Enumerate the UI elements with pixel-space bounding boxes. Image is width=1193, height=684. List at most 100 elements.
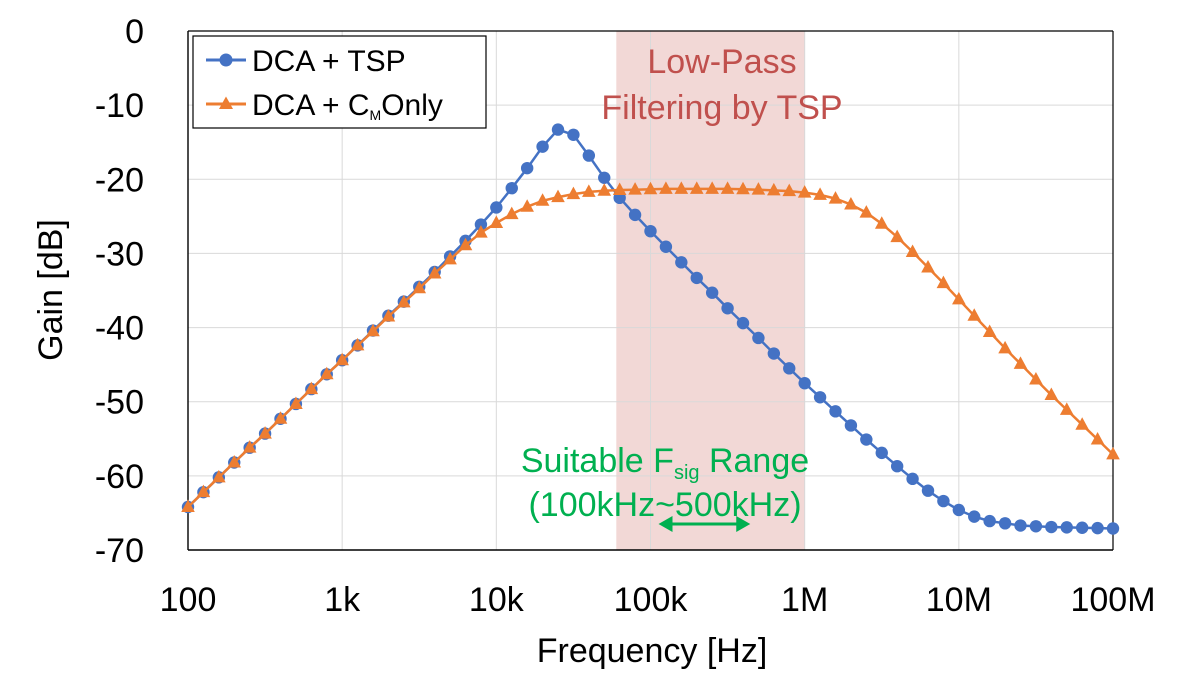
series-0-point-22 [520, 161, 534, 175]
series-1-point-26 [582, 184, 596, 197]
series-0-point-27 [598, 171, 611, 185]
series-1-point-41 [813, 187, 827, 200]
series-0-point-58 [1075, 521, 1089, 534]
series-1-point-33 [689, 181, 704, 194]
series-0-point-56 [1045, 520, 1058, 534]
series-1-point-52 [982, 324, 997, 338]
y-axis-title: Gain [dB] [32, 219, 70, 361]
series-1-point-19 [474, 225, 488, 238]
range-arrow-right-head [736, 516, 751, 533]
series-1-point-14 [397, 294, 411, 308]
range-annotation-subscript: sig [674, 462, 700, 484]
series-1-point-43 [844, 196, 858, 210]
series-1-point-34 [705, 181, 719, 194]
series-0-point-19 [474, 218, 488, 231]
range-annotation-line-1: Suitable Fsig Range [521, 442, 809, 484]
series-0-point-33 [690, 271, 703, 285]
series-1-point-36 [736, 181, 750, 195]
series-1-point-10 [335, 352, 349, 366]
series-1-point-13 [381, 308, 396, 322]
series-0-point-26 [582, 149, 596, 162]
series-0-point-60 [1106, 522, 1120, 535]
series-1-point-55 [1029, 371, 1043, 385]
series-0-point-37 [752, 331, 765, 345]
range-arrow [658, 516, 751, 533]
x-tick-label-4: 1M [781, 581, 828, 619]
series-1-point-47 [905, 244, 920, 257]
series-1-point-32 [674, 181, 689, 194]
series-1-point-8 [304, 381, 319, 395]
series-1-point-9 [319, 366, 334, 380]
y-tick-label-2: -20 [95, 161, 144, 199]
range-annotation-line-2: (100kHz~500kHz) [528, 486, 801, 524]
series-0-point-55 [1029, 520, 1043, 533]
series-1-point-35 [720, 181, 735, 194]
series-0-point-42 [829, 405, 842, 418]
series-0-point-31 [659, 240, 673, 253]
series-0-point-46 [890, 460, 904, 473]
series-0-point-52 [983, 514, 996, 528]
series-1-point-54 [1013, 356, 1028, 369]
series-1-point-11 [350, 337, 365, 351]
series-1-point-51 [967, 308, 982, 321]
y-tick-label-0: 0 [125, 13, 144, 51]
series-1-point-53 [998, 340, 1012, 354]
series-1-point-39 [782, 183, 797, 197]
x-tick-label-0: 100 [160, 581, 217, 619]
series-0-point-23 [536, 140, 549, 153]
x-tick-label-3: 100k [614, 581, 689, 619]
series-1-point-4 [242, 440, 257, 453]
grid-layer [188, 30, 1114, 550]
series-0-point-50 [952, 503, 966, 517]
series-1-point-29 [628, 182, 642, 195]
series-1-point-23 [535, 193, 550, 206]
range-annotation-tail: Range [700, 442, 810, 480]
series-0-point-21 [505, 181, 518, 195]
series-1-point-45 [874, 216, 889, 229]
range-annotation-main: Suitable F [521, 442, 674, 480]
x-tick-label-2: 10k [469, 581, 525, 619]
series-1-point-20 [489, 215, 504, 229]
range-arrow-left-head [658, 516, 673, 533]
series-0-point-35 [721, 302, 734, 315]
series-0-point-53 [998, 517, 1012, 530]
series-1-point-58 [1075, 417, 1089, 430]
series-0-point-20 [490, 201, 503, 214]
legend: DCA + TSP DCA + CMOnly [192, 35, 487, 129]
series-0-point-45 [875, 446, 888, 460]
series-1-point-3 [227, 455, 242, 468]
series-1-point-5 [258, 426, 272, 439]
series-1-point-57 [1059, 402, 1074, 415]
series-0-point-54 [1014, 519, 1027, 532]
series-1-point-60 [1106, 446, 1120, 460]
series-0-point-43 [844, 419, 858, 432]
shaded-region-label-line-1: Low-Pass [647, 43, 796, 81]
series-1-point-31 [659, 181, 673, 194]
y-tick-label-4: -40 [95, 310, 144, 348]
legend-box [192, 35, 487, 129]
y-tick-label-5: -50 [95, 384, 144, 422]
legend-label-dca-cm-main: DCA + C [252, 89, 370, 122]
series-0-point-49 [937, 494, 950, 508]
series-0-point-34 [705, 286, 719, 299]
y-tick-label-6: -60 [95, 458, 144, 496]
series-0-point-39 [783, 362, 796, 375]
series-1-point-48 [921, 260, 935, 273]
series-1-point-18 [458, 237, 473, 251]
series-1-point-12 [366, 323, 380, 337]
series-0-point-59 [1091, 521, 1104, 535]
series-1-point-17 [443, 251, 457, 265]
legend-label-dca-cm-only: DCA + CMOnly [252, 89, 443, 123]
series-1-point-6 [273, 411, 288, 424]
series-0-point-57 [1060, 521, 1073, 534]
series-1-point-7 [289, 396, 303, 409]
axis-layer: 0 -10 -20 -30 -40 -50 -60 -70 100 1k 10k 100k 1M 10M 1… [95, 13, 1156, 619]
series-layer [181, 123, 1120, 535]
series-1-point-50 [952, 291, 966, 305]
series-0-point-47 [906, 472, 919, 486]
series-0-point-48 [921, 484, 935, 497]
series-0-point-51 [968, 510, 981, 523]
series-0-point-40 [798, 376, 811, 390]
legend-marker-dca-cm-only [219, 96, 233, 109]
series-0-point-44 [860, 433, 873, 446]
